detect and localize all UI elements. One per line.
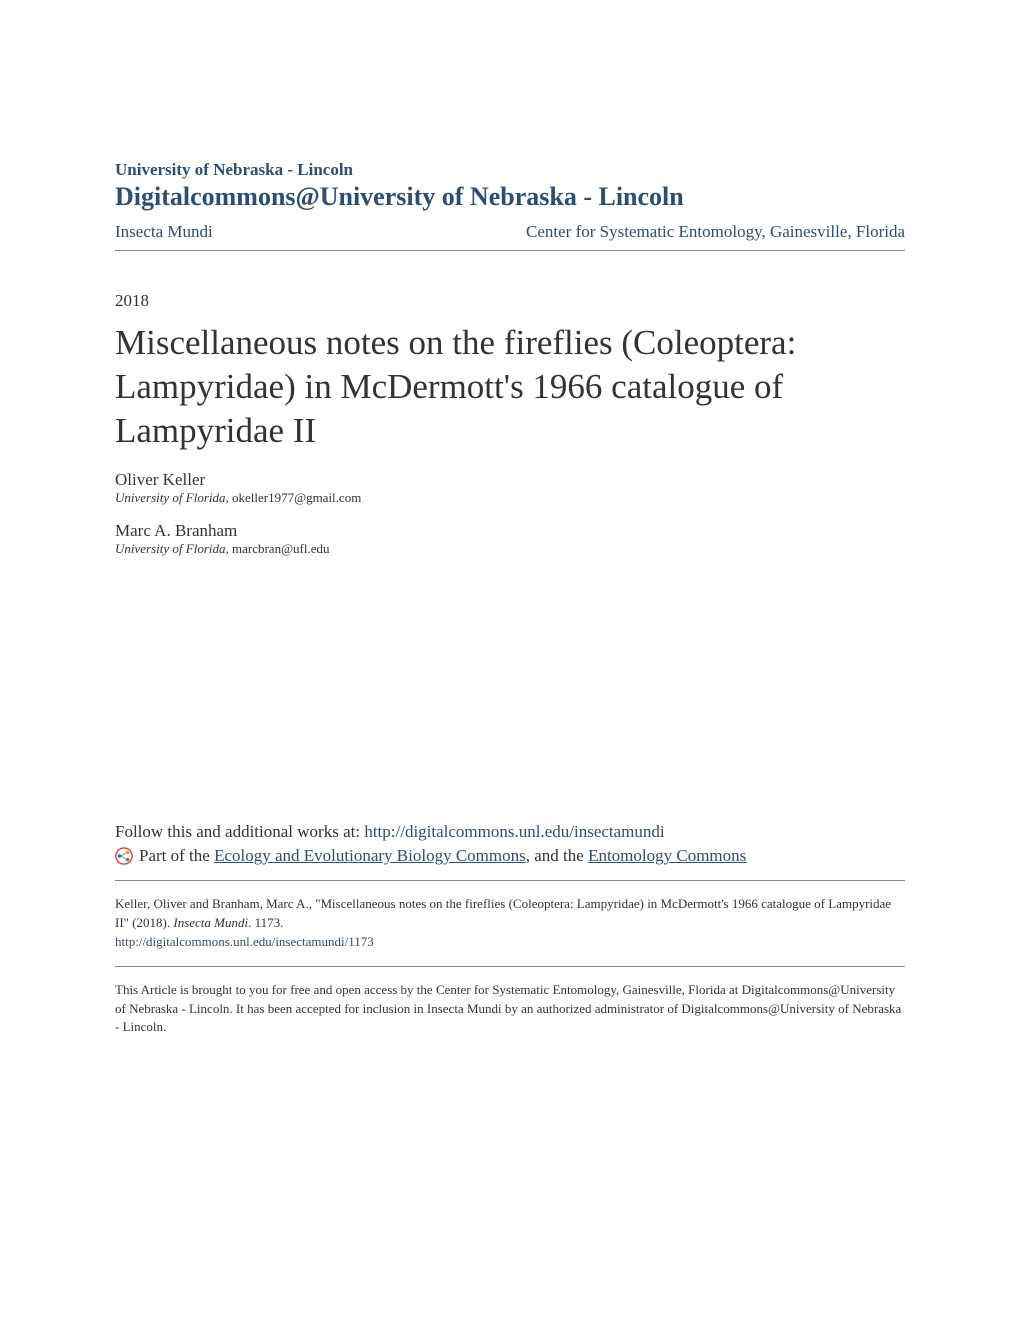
follow-row: Follow this and additional works at: htt… <box>115 822 905 842</box>
partof-mid: , and the <box>526 846 588 865</box>
author-block: Oliver Keller University of Florida, oke… <box>115 470 905 506</box>
university-name: University of Nebraska - Lincoln <box>115 160 905 180</box>
divider <box>115 880 905 881</box>
collection-link[interactable]: Insecta Mundi <box>115 222 213 242</box>
center-link[interactable]: Center for Systematic Entomology, Gaines… <box>526 222 905 242</box>
citation-journal: Insecta Mundi <box>173 915 248 930</box>
citation-link[interactable]: http://digitalcommons.unl.edu/insectamun… <box>115 934 374 949</box>
divider <box>115 966 905 967</box>
affiliation-email: , okeller1977@gmail.com <box>226 490 362 505</box>
affiliation-institution: University of Florida <box>115 541 226 556</box>
author-name: Oliver Keller <box>115 470 905 490</box>
citation: Keller, Oliver and Branham, Marc A., "Mi… <box>115 895 905 952</box>
partof-prefix: Part of the <box>139 846 214 865</box>
partof-link-2[interactable]: Entomology Commons <box>588 846 746 865</box>
affiliation-institution: University of Florida <box>115 490 226 505</box>
citation-text-post: . 1173. <box>248 915 283 930</box>
publication-year: 2018 <box>115 291 905 311</box>
affiliation-email: , marcbran@ufl.edu <box>226 541 330 556</box>
follow-link[interactable]: http://digitalcommons.unl.edu/insectamun… <box>364 822 664 841</box>
partof-link-1[interactable]: Ecology and Evolutionary Biology Commons <box>214 846 526 865</box>
network-commons-icon <box>115 847 133 865</box>
follow-prefix: Follow this and additional works at: <box>115 822 364 841</box>
author-affiliation: University of Florida, okeller1977@gmail… <box>115 490 905 506</box>
article-title: Miscellaneous notes on the fireflies (Co… <box>115 321 905 452</box>
access-statement: This Article is brought to you for free … <box>115 981 905 1038</box>
author-affiliation: University of Florida, marcbran@ufl.edu <box>115 541 905 557</box>
author-block: Marc A. Branham University of Florida, m… <box>115 521 905 557</box>
header-links-row: Insecta Mundi Center for Systematic Ento… <box>115 222 905 251</box>
author-name: Marc A. Branham <box>115 521 905 541</box>
digitalcommons-title[interactable]: Digitalcommons@University of Nebraska - … <box>115 182 905 212</box>
partof-row: Part of the Ecology and Evolutionary Bio… <box>115 846 905 866</box>
